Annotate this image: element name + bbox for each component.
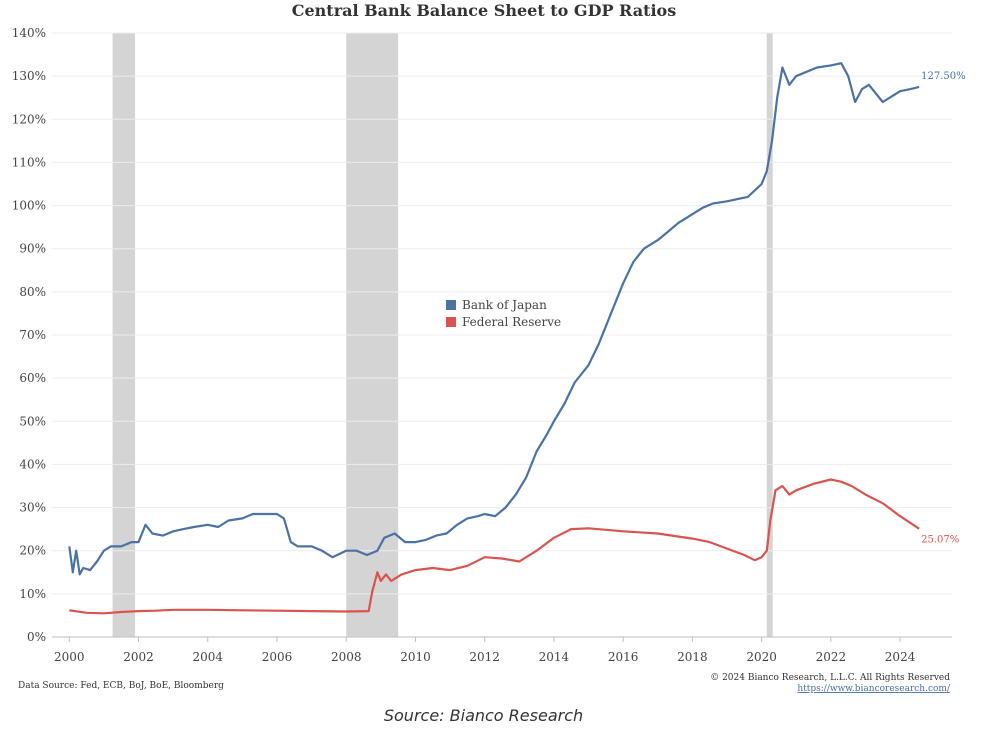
- x-tick-label: 2012: [469, 650, 500, 664]
- y-tick-label: 60%: [19, 371, 46, 385]
- x-tick-label: 2008: [331, 650, 362, 664]
- y-tick-label: 130%: [12, 69, 46, 83]
- series-lines: [68, 62, 920, 615]
- x-tick-label: 2004: [192, 650, 223, 664]
- y-tick-label: 10%: [19, 587, 46, 601]
- x-tick-label: 2006: [262, 650, 293, 664]
- y-axis: 0% 10% 20% 30% 40% 50% 60% 70% 80% 90% 100% 110% 120…: [12, 26, 46, 644]
- legend-label-bank-of-japan: Bank of Japan: [462, 298, 547, 312]
- y-tick-label: 70%: [19, 328, 46, 342]
- series-line-federal-reserve: [69, 478, 920, 615]
- website-link[interactable]: https://www.biancoresearch.com/: [797, 684, 951, 694]
- x-tick-label: 2018: [677, 650, 708, 664]
- data-source-note: Data Source: Fed, ECB, BoJ, BoE, Bloombe…: [18, 681, 224, 691]
- series-end-labels: 127.50% 25.07%: [921, 71, 966, 546]
- x-tick-label: 2002: [123, 650, 154, 664]
- x-tick-label: 2000: [54, 650, 85, 664]
- series-line-bank-of-japan: [68, 62, 920, 576]
- legend-swatch-federal-reserve: [446, 317, 456, 327]
- legend-label-federal-reserve: Federal Reserve: [462, 315, 561, 329]
- y-tick-label: 30%: [19, 501, 46, 515]
- y-tick-label: 50%: [19, 414, 46, 428]
- x-axis: 2000 2002 2004 2006 2008 2010 2012 2014 2016 2018…: [54, 637, 916, 664]
- x-tick-label: 2010: [400, 650, 431, 664]
- y-tick-label: 0%: [27, 630, 46, 644]
- chart: Central Bank Balance Sheet to GDP Ratios…: [12, 1, 966, 694]
- y-tick-label: 80%: [19, 285, 46, 299]
- legend: Bank of Japan Federal Reserve: [446, 298, 561, 329]
- x-tick-label: 2014: [539, 650, 570, 664]
- grid-lines: [52, 32, 952, 638]
- y-tick-label: 90%: [19, 242, 46, 256]
- end-label-federal-reserve: 25.07%: [921, 535, 959, 546]
- legend-swatch-bank-of-japan: [446, 300, 456, 310]
- y-tick-label: 110%: [12, 155, 46, 169]
- x-tick-label: 2022: [816, 650, 847, 664]
- source-caption: Source: Bianco Research: [383, 706, 584, 725]
- x-tick-label: 2024: [885, 650, 916, 664]
- end-label-bank-of-japan: 127.50%: [921, 71, 966, 82]
- x-tick-label: 2020: [746, 650, 777, 664]
- y-tick-label: 120%: [12, 112, 46, 126]
- copyright-note: © 2024 Bianco Research, L.L.C. All Right…: [710, 673, 950, 683]
- y-tick-label: 100%: [12, 199, 46, 213]
- y-tick-label: 20%: [19, 544, 46, 558]
- y-tick-label: 40%: [19, 457, 46, 471]
- chart-title: Central Bank Balance Sheet to GDP Ratios: [292, 1, 676, 20]
- x-tick-label: 2016: [608, 650, 639, 664]
- y-tick-label: 140%: [12, 26, 46, 40]
